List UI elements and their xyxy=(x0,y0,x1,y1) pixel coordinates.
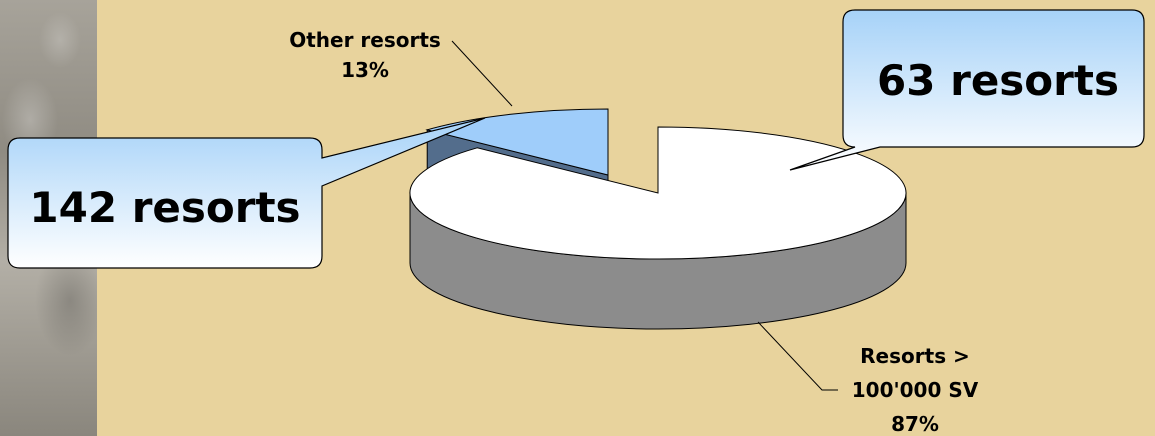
slice-label: Other resorts xyxy=(289,28,441,52)
leader-line xyxy=(451,40,513,107)
slice-label: 87% xyxy=(891,412,939,436)
callout-label: 142 resorts xyxy=(29,183,300,232)
slice-label: 100'000 SV xyxy=(852,378,979,402)
pie-slice xyxy=(409,126,907,260)
pie-slice xyxy=(425,108,609,176)
callout-bubble xyxy=(7,117,486,269)
slice-label: 13% xyxy=(341,58,389,82)
callout-bubble xyxy=(789,9,1145,171)
callout-label: 63 resorts xyxy=(877,56,1119,105)
leader-line xyxy=(757,321,838,391)
slice-label: Resorts > xyxy=(860,344,970,368)
